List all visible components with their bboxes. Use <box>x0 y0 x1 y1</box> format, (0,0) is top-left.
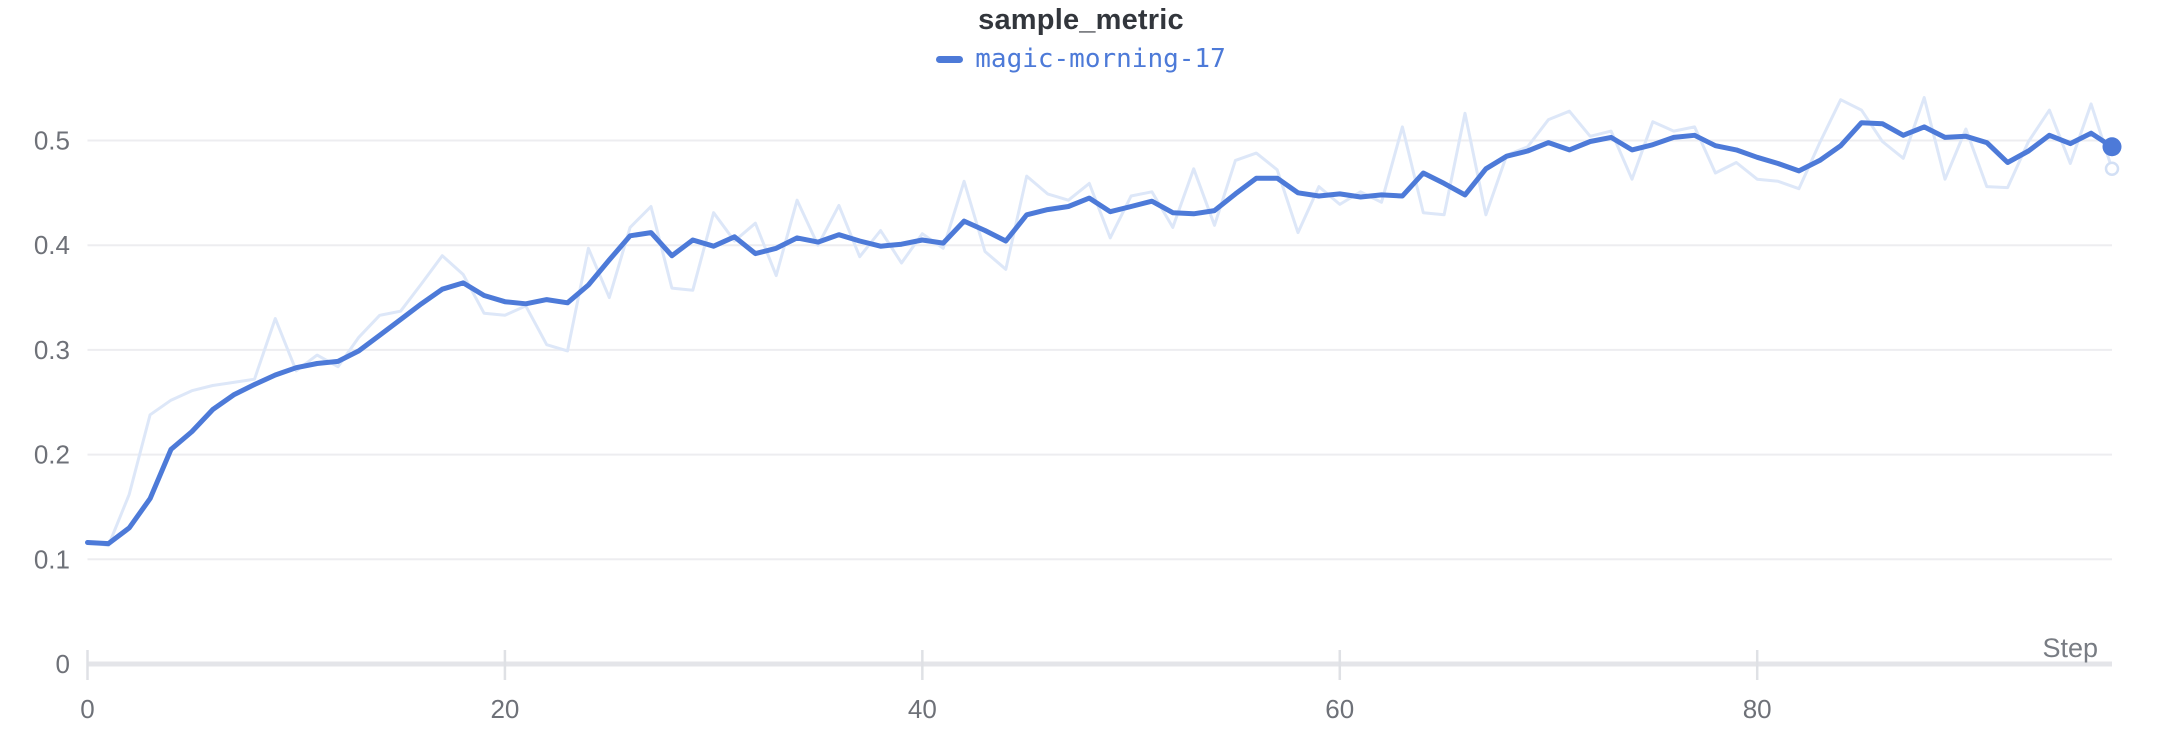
y-tick-label: 0.1 <box>34 544 70 574</box>
raw-series-line[interactable] <box>86 96 2114 548</box>
x-tick-label: 60 <box>1325 694 1354 724</box>
legend-line-swatch-icon <box>936 55 964 63</box>
x-tick-label: 80 <box>1743 694 1772 724</box>
raw-series-end-dot <box>2104 161 2120 177</box>
x-tick-label: 20 <box>490 694 519 724</box>
y-tick-label: 0.3 <box>34 335 70 365</box>
y-tick-label: 0.2 <box>34 440 70 470</box>
x-axis-title: Step <box>2042 633 2098 663</box>
x-tick-label: 40 <box>908 694 937 724</box>
chart-legend[interactable]: magic-morning-17 <box>0 44 2162 74</box>
legend-run-name: magic-morning-17 <box>975 44 1226 74</box>
y-tick-label: 0 <box>56 649 70 679</box>
smoothed-series-end-dot <box>2102 137 2122 157</box>
x-tick-label: 0 <box>80 694 94 724</box>
chart-title: sample_metric <box>978 4 1184 36</box>
smoothed-series-line[interactable] <box>85 120 2115 547</box>
y-tick-label: 0.4 <box>34 230 70 260</box>
y-tick-label: 0.5 <box>34 126 70 156</box>
